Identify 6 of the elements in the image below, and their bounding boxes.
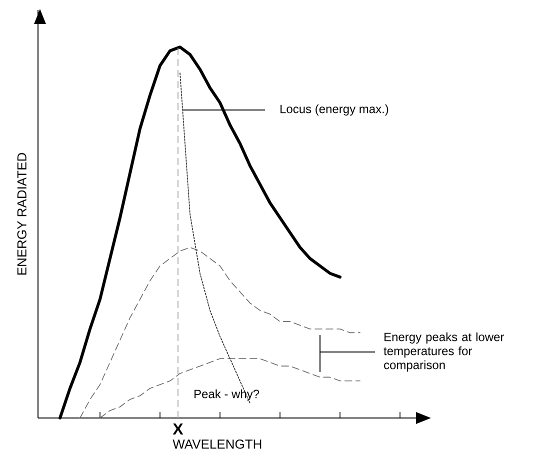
annotation: Peak - why? bbox=[194, 389, 260, 401]
text: X bbox=[172, 423, 184, 435]
annotation: Locus (energy max.) bbox=[280, 104, 388, 116]
text: Energy peaks at lower temperatures for comparison bbox=[384, 332, 504, 372]
x-axis-title: WAVELENGTH bbox=[172, 440, 262, 449]
y-axis-title: ENERGY RADIATED bbox=[17, 152, 26, 275]
